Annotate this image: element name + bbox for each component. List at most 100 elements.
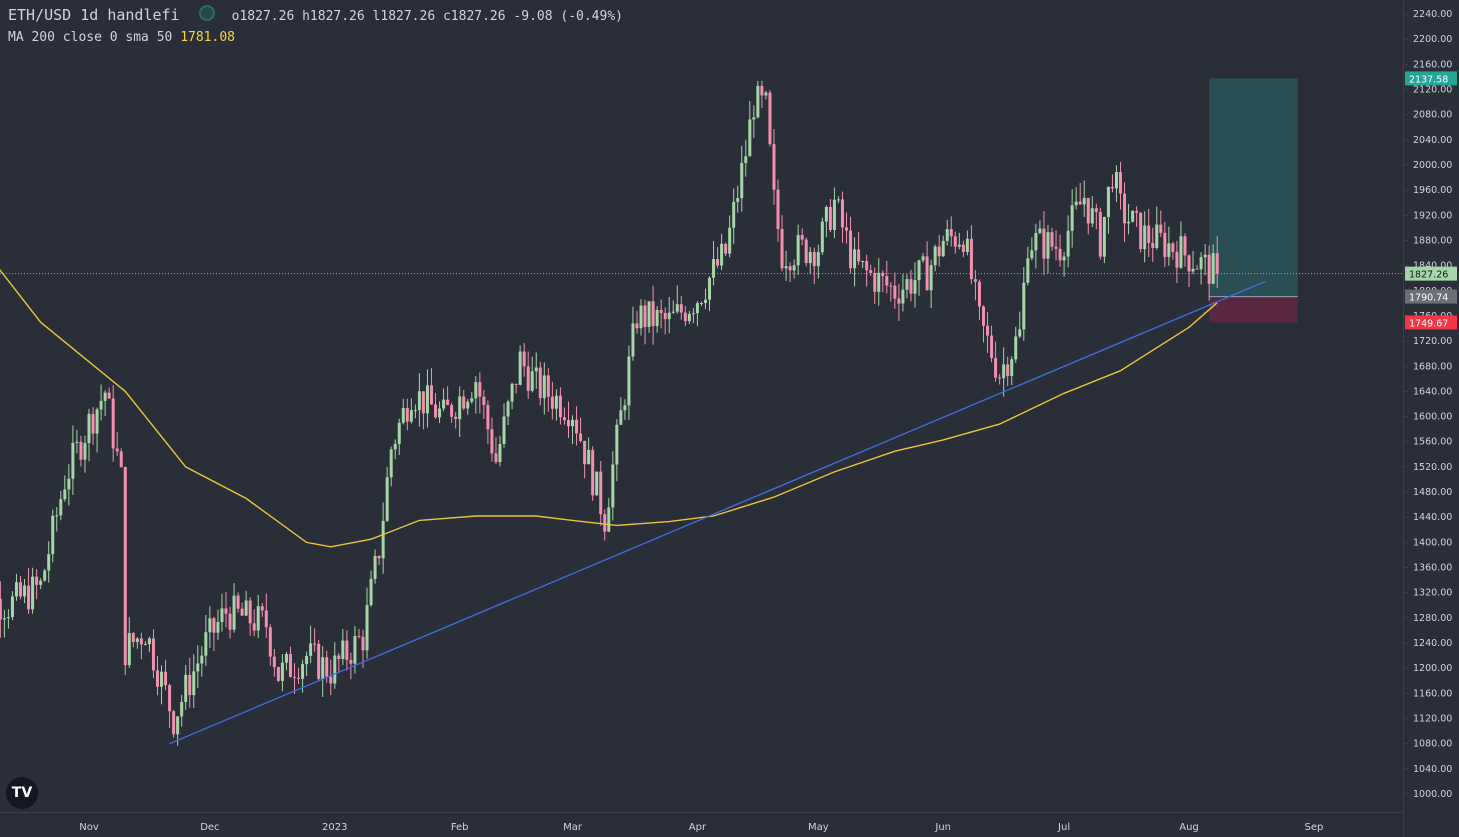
tradingview-logo-icon[interactable]: TV: [6, 777, 38, 809]
candle-body: [982, 306, 986, 326]
candle-body: [39, 580, 43, 585]
candle-body: [1098, 211, 1102, 257]
candle-body: [478, 382, 482, 397]
candle-body: [599, 471, 603, 515]
candle-body: [288, 653, 292, 677]
candle-body: [276, 667, 280, 681]
candle-body: [244, 600, 248, 616]
candle-body: [1062, 256, 1066, 261]
candle-body: [542, 375, 546, 399]
candle-body: [566, 420, 570, 427]
price-label-target-text: 2137.58: [1409, 74, 1448, 85]
candle-body: [6, 617, 10, 619]
candle-body: [494, 453, 498, 463]
indicator-legend[interactable]: MA 200 close 0 sma 50 1781.08: [8, 30, 235, 45]
candle-body: [127, 633, 131, 666]
price-axis-label: 1680.00: [1413, 361, 1452, 372]
candle-body: [292, 676, 296, 678]
candle-body: [1070, 205, 1074, 231]
candle-body: [224, 608, 228, 614]
candle-body: [1114, 172, 1118, 189]
candle-body: [1147, 225, 1151, 243]
price-axis-label: 1720.00: [1413, 336, 1452, 347]
candle-body: [780, 228, 784, 269]
candle-body: [546, 375, 550, 397]
candle-body: [820, 221, 824, 253]
candle-body: [337, 655, 341, 659]
candle-body: [1030, 250, 1034, 259]
candle-body: [921, 256, 925, 261]
candle-body: [736, 198, 740, 202]
price-axis-label: 1920.00: [1413, 210, 1452, 221]
candle-body: [659, 310, 663, 313]
candle-body: [401, 407, 405, 423]
candle-body: [949, 229, 953, 237]
time-axis-label: Sep: [1304, 822, 1323, 833]
candle-body: [305, 655, 309, 665]
candle-body: [413, 410, 417, 412]
candle-body: [1010, 359, 1014, 377]
candle-body: [83, 443, 87, 460]
candle-body: [381, 520, 385, 559]
price-axis-label: 1000.00: [1413, 789, 1452, 800]
candle-body: [941, 240, 945, 257]
ma-indicator-label[interactable]: MA 200 close 0 sma 50: [8, 30, 173, 45]
candle-body: [196, 663, 200, 672]
candle-body: [534, 367, 538, 372]
candle-body: [808, 251, 812, 264]
candle-body: [994, 358, 998, 378]
candle-body: [828, 206, 832, 230]
candle-body: [438, 408, 442, 418]
price-axis-label: 2200.00: [1413, 34, 1452, 45]
candle-body: [236, 595, 240, 609]
candle-body: [284, 653, 288, 663]
candle-body: [252, 623, 256, 631]
symbol-title[interactable]: ETH/USD 1d handlefi: [8, 6, 180, 24]
candle-body: [969, 238, 973, 280]
ohlc-values: o1827.26 h1827.26 l1827.26 c1827.26 -9.0…: [231, 9, 623, 24]
candle-body: [1018, 329, 1022, 337]
candle-body: [345, 640, 349, 660]
price-axis-label: 1880.00: [1413, 235, 1452, 246]
candle-body: [595, 471, 599, 496]
candle-body: [885, 276, 889, 286]
candle-body: [135, 638, 139, 643]
candle-body: [615, 424, 619, 465]
candle-body: [1014, 336, 1018, 360]
candle-body: [772, 144, 776, 190]
candle-body: [1006, 364, 1010, 377]
candle-body: [724, 243, 728, 254]
candle-body: [647, 301, 651, 327]
price-label-last-text: 1827.26: [1409, 270, 1448, 281]
candle-body: [897, 298, 901, 304]
candle-body: [784, 266, 788, 269]
candle-body: [268, 627, 272, 657]
candle-body: [240, 608, 244, 616]
price-axis-label: 2160.00: [1413, 59, 1452, 70]
candle-body: [47, 554, 51, 571]
candle-body: [301, 664, 305, 679]
candle-body: [905, 279, 909, 290]
candle-body: [1159, 224, 1163, 233]
candle-body: [91, 413, 95, 434]
time-axis-label: Jul: [1057, 822, 1070, 833]
candle-body: [571, 419, 575, 427]
candle-body: [1191, 268, 1195, 272]
candle-body: [172, 711, 176, 735]
ma-200-line: [0, 268, 1218, 548]
price-axis-label: 1440.00: [1413, 512, 1452, 523]
time-axis-label: Feb: [451, 822, 469, 833]
candle-body: [639, 305, 643, 329]
candle-body: [1050, 232, 1054, 247]
candle-body: [216, 622, 220, 633]
candle-body: [562, 417, 566, 421]
candle-body: [1066, 230, 1070, 257]
candle-body: [776, 189, 780, 229]
symbol-legend[interactable]: ETH/USD 1d handlefi o1827.26 h1827.26 l1…: [8, 5, 623, 24]
candle-body: [55, 515, 59, 517]
time-axis-label: 2023: [322, 822, 347, 833]
market-status-icon: [198, 5, 215, 21]
candle-body: [965, 238, 969, 253]
